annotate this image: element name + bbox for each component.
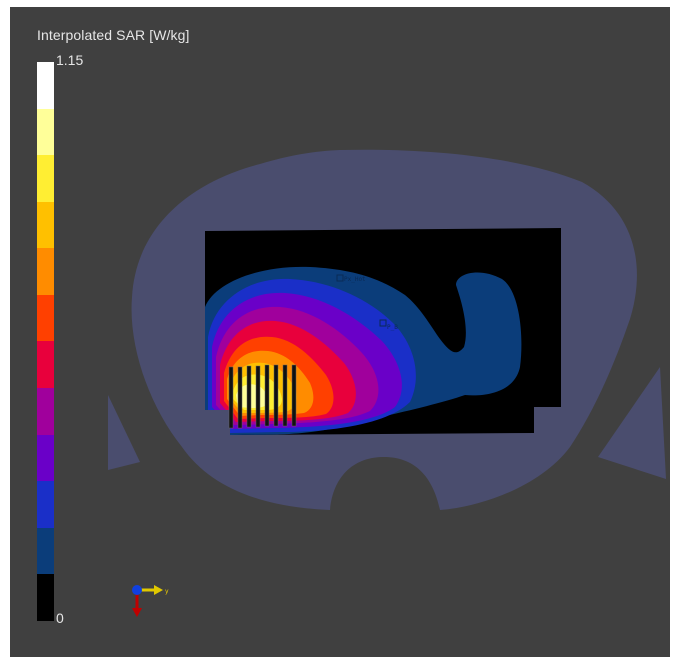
- colorbar-segment: [37, 201, 54, 249]
- colorbar-segment: [37, 434, 54, 482]
- axis-y-label: y: [165, 588, 169, 595]
- colorbar-segment: [37, 248, 54, 295]
- 3d-viewport[interactable]: Interpolated SAR [W/kg] 1.15 0: [10, 7, 670, 657]
- applicator-array: [228, 364, 297, 429]
- colorbar-segment: [37, 341, 54, 389]
- colorbar-segment: [37, 527, 54, 575]
- colorbar-segment: [37, 155, 54, 202]
- sar-scene: Px_Hot P_B y: [108, 149, 666, 617]
- colorbar-segment: [37, 294, 54, 342]
- colorbar: [37, 62, 54, 621]
- colorbar-title: Interpolated SAR [W/kg]: [37, 27, 190, 43]
- colorbar-segment: [37, 62, 54, 109]
- colorbar-segment: [37, 388, 54, 435]
- colorbar-min-label: 0: [56, 610, 64, 626]
- marker-p-b: P_B: [379, 319, 398, 331]
- colorbar-segment: [37, 481, 54, 528]
- marker-p-b-label: P_B: [387, 324, 398, 331]
- orientation-axes-icon: y: [132, 585, 169, 617]
- colorbar-segment: [37, 108, 54, 156]
- marker-px-hot-label: Px_Hot: [344, 276, 366, 283]
- right-arm-section: [598, 367, 666, 479]
- left-arm-section: [108, 395, 140, 470]
- colorbar-max-label: 1.15: [56, 52, 84, 68]
- marker-px-hot: Px_Hot: [336, 274, 366, 283]
- colorbar-segment: [37, 574, 54, 621]
